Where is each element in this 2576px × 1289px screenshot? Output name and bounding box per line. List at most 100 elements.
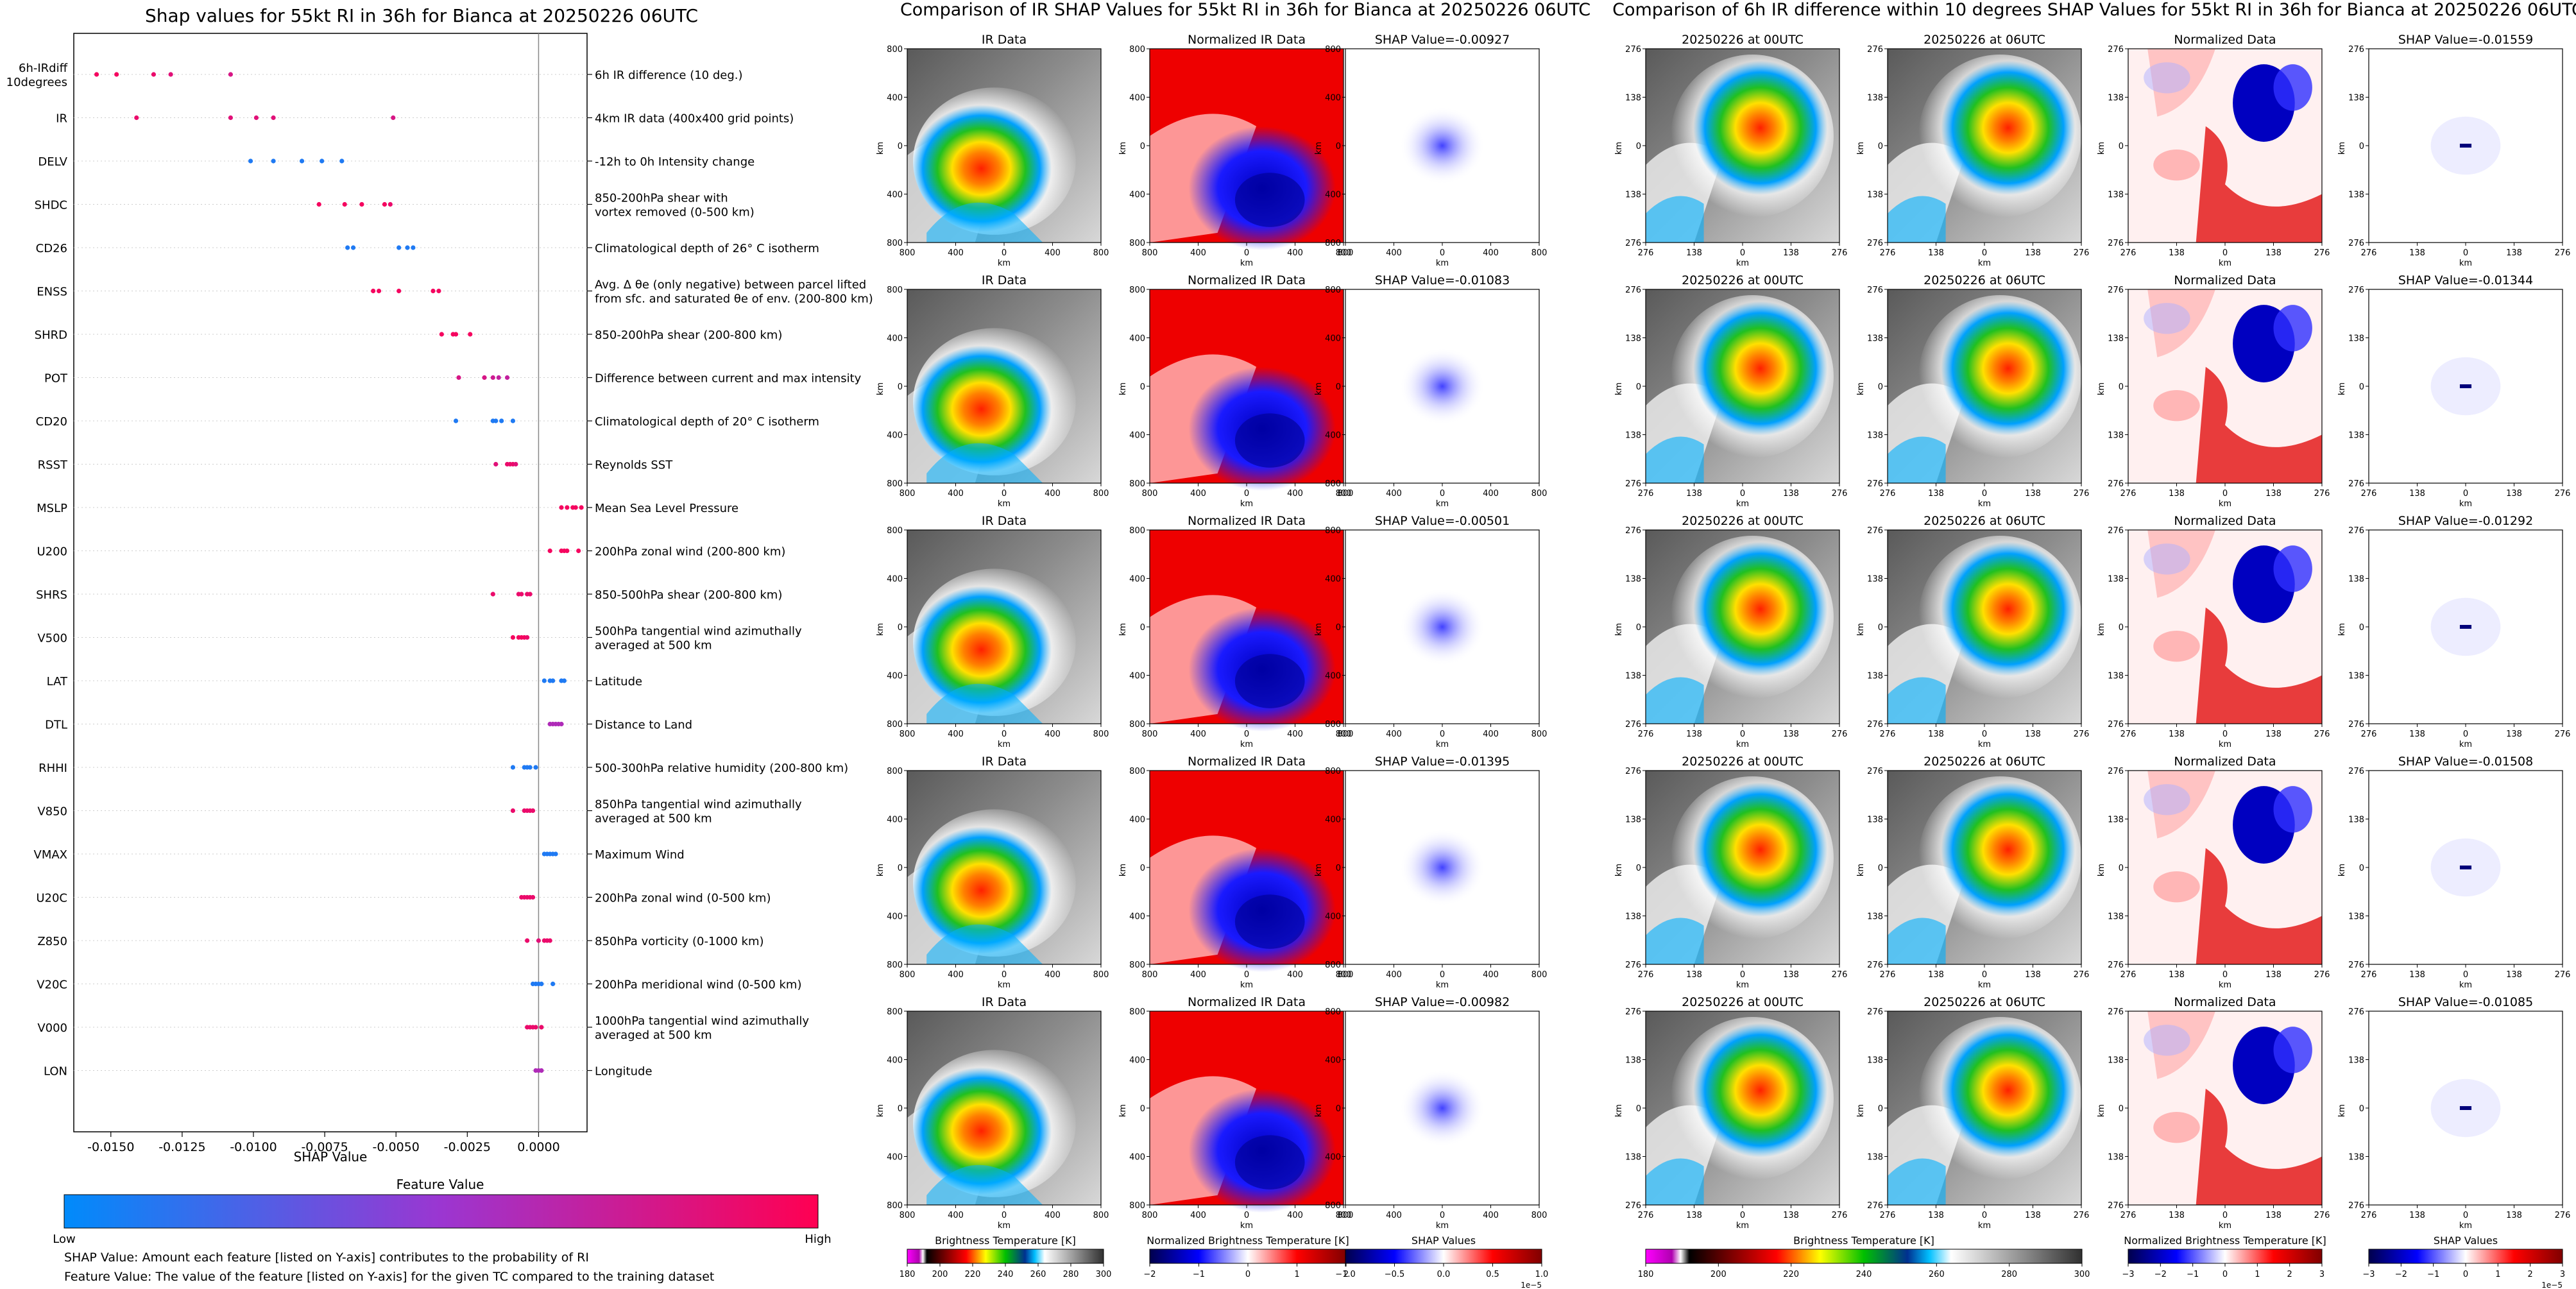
colorbar-exponent: 1e−5 (1521, 1281, 1542, 1289)
x-tick-label: 276 (1638, 489, 1654, 499)
shap-point (248, 158, 253, 164)
x-tick-label: 0 (1002, 970, 1007, 980)
shap-point (530, 808, 536, 814)
x-tick-label: 0 (1740, 970, 1745, 980)
x-tick-label: 138 (2265, 730, 2282, 739)
y-tick-label: 800 (887, 960, 903, 970)
panel-title: SHAP Value=-0.01292 (2398, 514, 2533, 528)
y-axis-label: km (1856, 382, 1866, 395)
x-tick-label: 800 (1142, 1211, 1158, 1220)
x-tick-label: 0 (1002, 489, 1007, 499)
y-tick-label: 276 (2108, 1201, 2124, 1211)
feature-description: -12h to 0h Intensity change (595, 155, 755, 169)
y-axis-label: km (2337, 864, 2347, 876)
feature-label: V500 (37, 632, 67, 645)
x-tick-label: 400 (1190, 489, 1206, 499)
colorbar-title: Feature Value (397, 1177, 484, 1192)
y-tick-label: 800 (887, 286, 903, 295)
diff-panel: SHAP Value=-0.01292 276 138 0 138 276 km 276 138… (2337, 514, 2570, 749)
x-axis-label: km (2219, 740, 2231, 749)
y-tick-label: 0 (2359, 382, 2364, 392)
colorbar-tick: 200 (1710, 1270, 1727, 1279)
y-tick-label: 276 (2108, 239, 2124, 248)
feature-labels: 6h-IRdiff 10degrees IR DELV SHDC CD26 ENSS SHRD… (6, 62, 592, 1079)
panel-title: 20250226 at 00UTC (1682, 995, 1804, 1009)
y-tick-label: 276 (1625, 767, 1641, 776)
shap-point (453, 332, 459, 337)
y-tick-label: 0 (898, 1104, 903, 1114)
x-tick-label: 400 (1483, 970, 1499, 980)
y-tick-label: 800 (1325, 45, 1341, 55)
y-tick-label: 138 (2108, 1153, 2124, 1163)
colorbar-tick: 240 (998, 1270, 1014, 1279)
feature-label: U200 (37, 545, 67, 559)
y-tick-label: 400 (1129, 431, 1145, 441)
feature-description: 1000hPa tangential wind azimuthally avera… (595, 1014, 809, 1042)
feature-descriptions: 6h IR difference (10 deg.) 4km IR data (4… (595, 69, 873, 1079)
y-tick-label: 138 (1867, 334, 1883, 344)
x-tick-label: 276 (1638, 248, 1654, 258)
y-tick-label: 800 (1129, 239, 1145, 248)
x-tick-label: 138 (2265, 248, 2282, 258)
y-tick-label: 800 (1129, 526, 1145, 536)
x-tick-label: 0 (1002, 1211, 1007, 1220)
shap-point (376, 288, 382, 294)
x-tick-label: 400 (1190, 1211, 1206, 1220)
feature-label: V850 (37, 805, 67, 819)
x-tick-label: 0.0000 (517, 1140, 559, 1154)
y-tick-label: 138 (1625, 815, 1641, 825)
x-axis-label: km (2459, 740, 2472, 749)
y-axis-label: km (876, 142, 885, 155)
y-tick-label: 276 (1867, 239, 1883, 248)
x-axis-label: km (1736, 980, 1749, 990)
x-tick-label: 400 (1287, 730, 1303, 739)
colorbar-tick: 3 (2560, 1270, 2565, 1279)
ir-comparison-section: Comparison of IR SHAP Values for 55kt RI… (876, 0, 1591, 1289)
y-tick-label: 0 (898, 142, 903, 151)
colorbar-low-label: Low (53, 1233, 75, 1246)
shap-point (539, 981, 544, 987)
x-tick-label: 138 (2409, 730, 2425, 739)
colorbar-tick: −3 (2362, 1270, 2375, 1279)
x-axis-label: km (1736, 259, 1749, 268)
panel-title: SHAP Value=-0.00927 (1375, 33, 1510, 47)
shap-point (513, 461, 518, 467)
x-tick-label: 276 (1880, 248, 1896, 258)
shap-point (579, 505, 584, 510)
y-tick-label: 276 (1867, 767, 1883, 776)
feature-label: SHDC (35, 199, 67, 212)
panel-title: 20250226 at 06UTC (1923, 273, 2045, 287)
y-tick-label: 138 (1625, 1056, 1641, 1066)
x-tick-label: 0 (1740, 248, 1745, 258)
panel-title: SHAP Value=-0.01559 (2398, 33, 2533, 47)
feature-note: Feature Value: The value of the feature … (64, 1270, 714, 1284)
feature-description: 850hPa vorticity (0-1000 km) (595, 935, 764, 948)
diff-panel: Normalized Data 276 138 0 138 276 km 276 138 0 138… (2097, 995, 2330, 1231)
feature-description: 850-200hPa shear (200-800 km) (595, 329, 782, 342)
x-tick-label: 138 (1783, 970, 1799, 980)
x-tick-label: 800 (1338, 730, 1354, 739)
shap-point (539, 1068, 544, 1073)
x-tick-label: 138 (2506, 970, 2522, 980)
y-tick-label: 138 (1625, 94, 1641, 103)
x-axis-label: km (1978, 259, 1991, 268)
x-tick-label: 138 (1928, 970, 1944, 980)
panel-title: Normalized Data (2174, 995, 2276, 1009)
panel-title: SHAP Value=-0.01508 (2398, 755, 2533, 769)
x-axis-label: km (2459, 1221, 2472, 1231)
y-tick-label: 800 (887, 45, 903, 55)
diff-panel: 20250226 at 00UTC 276 138 0 138 276 km 276 138 0 1… (1614, 273, 1847, 509)
feature-description: Avg. Δ θe (only negative) between parcel… (595, 278, 873, 306)
y-tick-label: 400 (1129, 94, 1145, 103)
y-tick-label: 400 (887, 672, 903, 681)
y-tick-label: 0 (1878, 623, 1883, 633)
colorbar-tick: 1 (2495, 1270, 2500, 1279)
colorbar-tick: 2 (1343, 1270, 1349, 1279)
y-tick-label: 138 (2348, 1153, 2364, 1163)
ir-panel: IR Data 800 400 0 400 800 km 800 400 0 400 800 km (876, 755, 1109, 990)
y-tick-label: 800 (1129, 1201, 1145, 1211)
y-tick-label: 138 (1625, 912, 1641, 922)
y-tick-label: 400 (1325, 912, 1341, 922)
colorbar-tick: 220 (965, 1270, 981, 1279)
x-tick-label: 276 (2120, 730, 2137, 739)
